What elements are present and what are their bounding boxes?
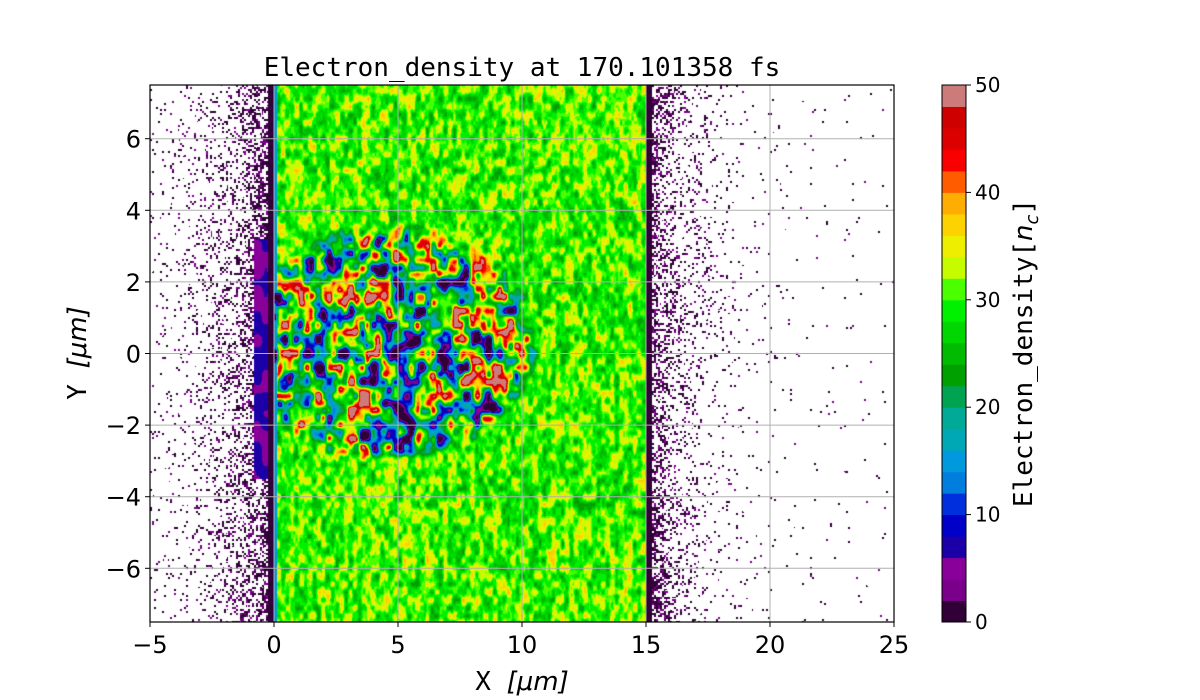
y-tick-label: 4 [126, 197, 141, 225]
colorbar-level [942, 514, 966, 537]
x-tick-label: −5 [132, 631, 167, 659]
colorbar-level [942, 600, 966, 623]
colorbar-level [942, 579, 966, 602]
colorbar-level [942, 536, 966, 559]
colorbar-tick-label: 10 [975, 503, 1000, 527]
colorbar-level [942, 278, 966, 301]
colorbar-level [942, 299, 966, 322]
colorbar-level [942, 235, 966, 258]
colorbar-frame [941, 84, 967, 623]
x-tick-label: 25 [879, 631, 910, 659]
y-tick-label: 0 [126, 341, 141, 369]
colorbar-level [942, 385, 966, 408]
colorbar-level [942, 170, 966, 193]
colorbar-tick-label: 0 [975, 610, 988, 634]
y-axis-label: Y [μm] [63, 306, 93, 399]
x-ticks: −5 0 5 10 15 20 25 [132, 622, 909, 659]
y-ticks: −6 −4 −2 0 2 4 6 [106, 126, 150, 583]
colorbar-label: Electron_density[nc] [1009, 199, 1043, 507]
y-tick-label: −2 [106, 412, 141, 440]
colorbar-ticks: 0 10 20 30 40 50 [966, 73, 1000, 634]
colorbar-level [942, 85, 966, 107]
colorbar-level [942, 407, 966, 430]
colorbar-level [942, 342, 966, 365]
colorbar-level [942, 192, 966, 215]
y-tick-label: −4 [106, 484, 141, 512]
colorbar-level [942, 321, 966, 344]
colorbar-level [942, 213, 966, 236]
colorbar-level [942, 256, 966, 279]
x-axis-label: X [μm] [475, 667, 568, 697]
y-tick-label: 2 [126, 269, 141, 297]
colorbar-tick-label: 30 [975, 288, 1000, 312]
colorbar-level [942, 149, 966, 172]
x-tick-label: 0 [266, 631, 281, 659]
x-tick-label: 20 [755, 631, 786, 659]
x-tick-label: 5 [390, 631, 405, 659]
colorbar-tick-label: 50 [975, 73, 1000, 97]
colorbar-level [942, 106, 966, 129]
x-tick-label: 15 [631, 631, 662, 659]
colorbar-level [942, 493, 966, 516]
colorbar-tick-label: 20 [975, 395, 1000, 419]
colorbar-level [942, 471, 966, 494]
colorbar-level [942, 127, 966, 150]
colorbar [942, 85, 966, 623]
colorbar-level [942, 428, 966, 451]
colorbar-level [942, 450, 966, 473]
y-tick-label: −6 [106, 555, 141, 583]
gridlines [149, 85, 895, 622]
colorbar-level [942, 557, 966, 580]
chart-title: Electron_density at 170.101358 fs [264, 53, 781, 83]
colorbar-tick-label: 40 [975, 180, 1000, 204]
x-tick-label: 10 [507, 631, 538, 659]
y-tick-label: 6 [126, 126, 141, 154]
colorbar-level [942, 364, 966, 387]
